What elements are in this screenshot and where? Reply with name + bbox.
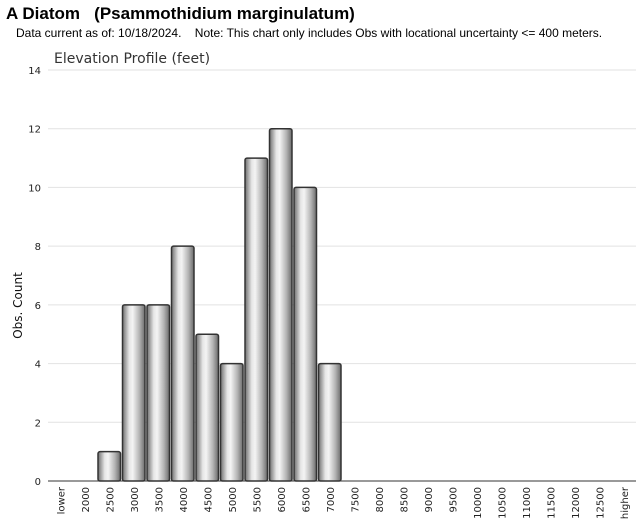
bar-4000 <box>170 245 195 482</box>
bar-3500 <box>146 304 171 482</box>
y-tick-label: 14 <box>28 66 41 77</box>
bar-6500 <box>293 186 318 482</box>
x-tick-label: 12500 <box>595 487 606 519</box>
x-tick-label: 4500 <box>203 487 214 512</box>
x-tick-label: 11000 <box>522 487 533 519</box>
x-tick-label: 8500 <box>399 487 410 512</box>
y-tick-label: 6 <box>35 301 41 312</box>
chart-title: A Diatom (Psammothidium marginulatum) <box>6 4 355 23</box>
y-tick-label: 8 <box>35 242 41 253</box>
y-tick-label: 12 <box>28 125 41 136</box>
bar-3000 <box>121 304 146 482</box>
x-tick-label: 4000 <box>179 487 190 512</box>
x-tick-label: 2500 <box>105 487 116 512</box>
chart-subtitle: Data current as of: 10/18/2024. Note: Th… <box>16 26 603 40</box>
x-tick-label: 5500 <box>252 487 263 512</box>
x-axis-ticks: lower 2000 2500 3000 3500 4000 4500 5000 5500 600… <box>56 486 631 519</box>
y-axis-ticks: 0 2 4 6 8 10 12 14 <box>28 66 41 488</box>
bar-6000 <box>268 127 293 482</box>
x-tick-label: 12000 <box>571 487 582 519</box>
x-tick-label: 7000 <box>326 487 337 512</box>
grid-lines <box>48 69 636 423</box>
x-tick-label: 3000 <box>130 487 141 512</box>
x-tick-label: 10500 <box>497 487 508 519</box>
bars <box>97 127 342 482</box>
x-tick-label: 5000 <box>228 487 239 512</box>
y-tick-label: 2 <box>35 418 41 429</box>
bar-4500 <box>195 333 220 482</box>
x-tick-label: 3500 <box>154 487 165 512</box>
bar-5000 <box>219 362 244 482</box>
x-tick-label: 9000 <box>424 487 435 512</box>
x-tick-label: 6000 <box>277 487 288 512</box>
x-tick-label: 9500 <box>448 487 459 512</box>
y-tick-label: 10 <box>28 183 41 194</box>
x-tick-label: 2000 <box>81 487 92 512</box>
x-tick-label: lower <box>56 486 67 514</box>
bar-2500 <box>97 450 122 482</box>
bar-7000 <box>317 362 342 482</box>
x-tick-label: higher <box>620 486 631 519</box>
x-tick-label: 8000 <box>375 487 386 512</box>
x-tick-label: 11500 <box>546 487 557 519</box>
x-tick-label: 6500 <box>301 487 312 512</box>
x-tick-label: 7500 <box>350 487 361 512</box>
x-tick-label: 10000 <box>473 487 484 519</box>
bar-5500 <box>244 157 269 482</box>
y-axis-label: Obs. Count <box>11 272 25 339</box>
y-tick-label: 4 <box>35 360 41 371</box>
y-tick-label: 0 <box>35 477 41 488</box>
plot-title: Elevation Profile (feet) <box>54 51 210 67</box>
